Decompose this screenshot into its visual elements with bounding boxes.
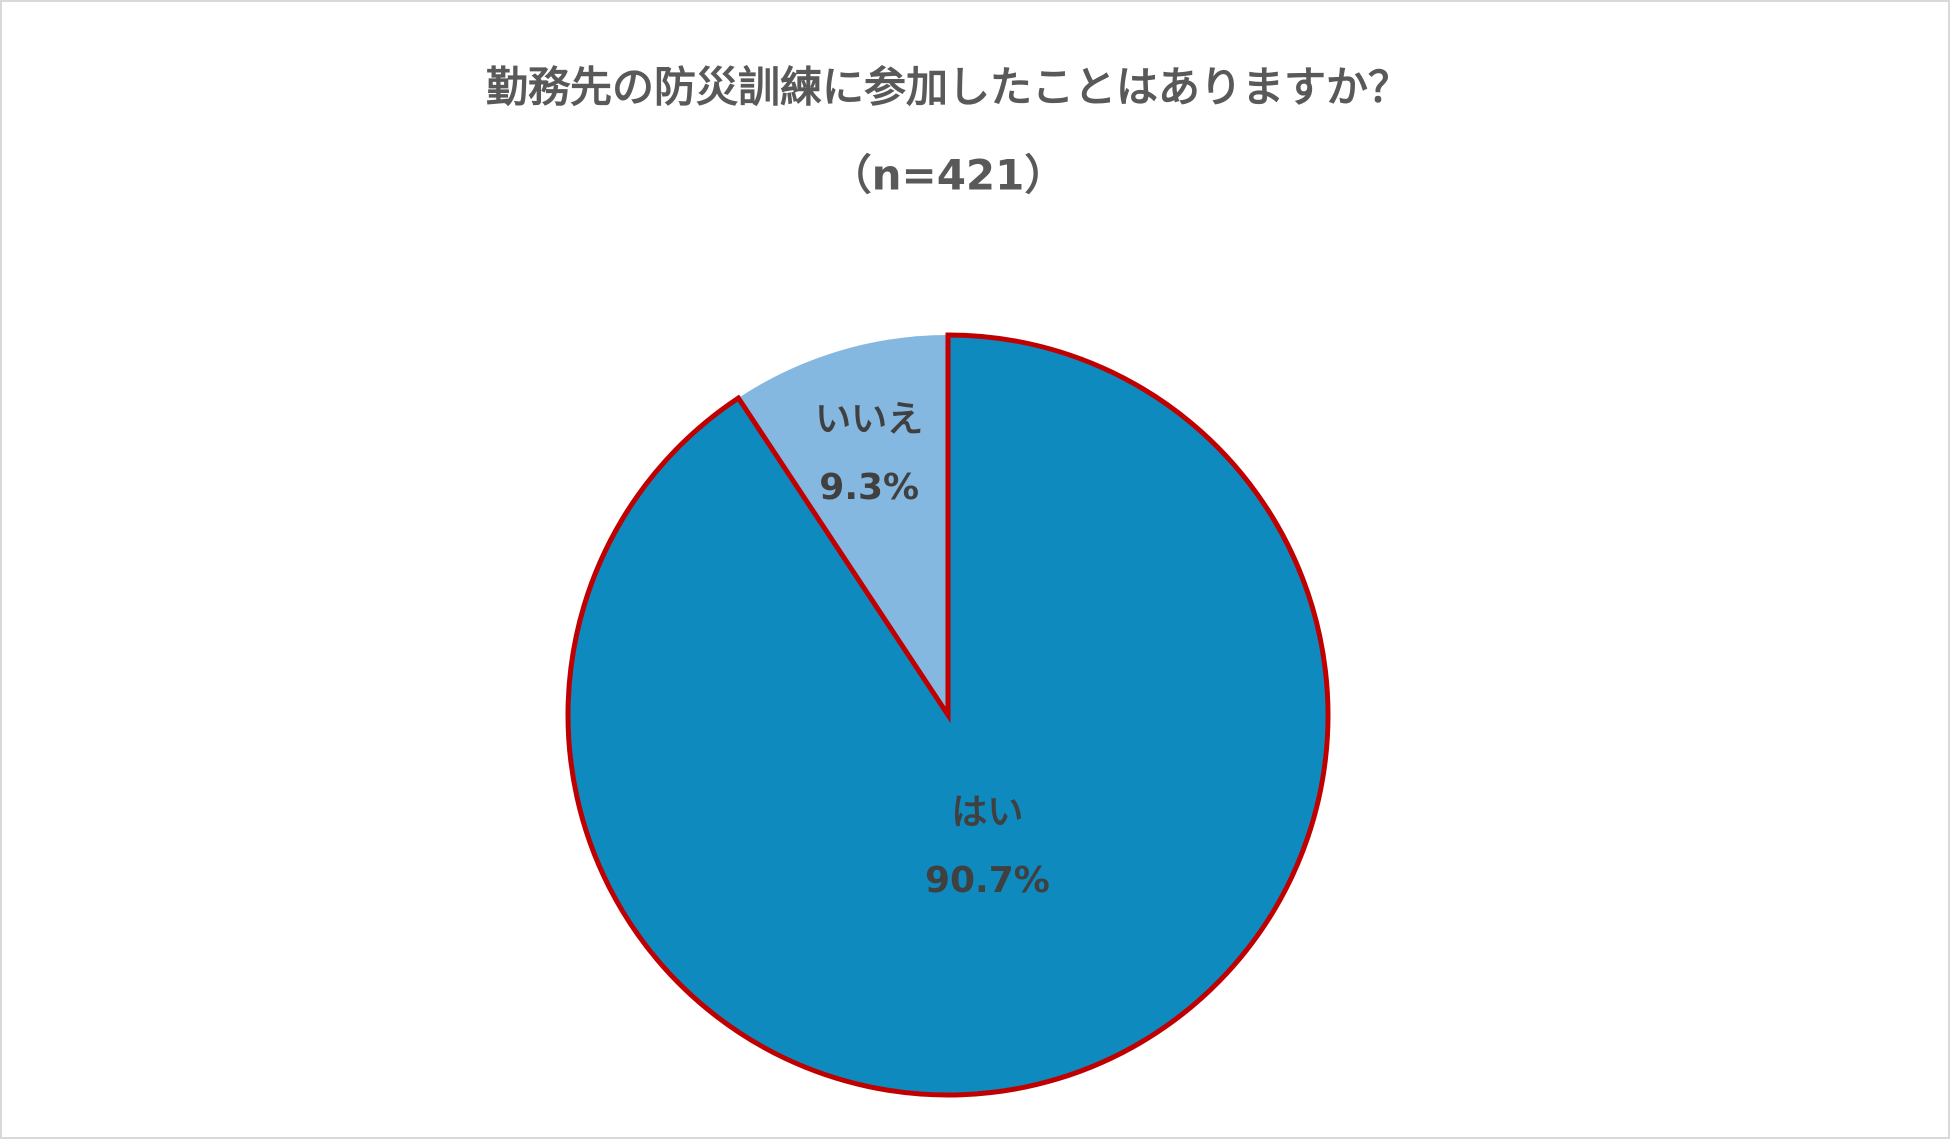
- slice-value-label: 90.7%: [925, 860, 1050, 901]
- chart-subtitle: （n=421）: [830, 151, 1067, 200]
- slice-category-label: いいえ: [815, 399, 923, 440]
- pie-slice: [738, 335, 948, 715]
- slice-value-label: 9.3%: [819, 467, 919, 508]
- pie-slice: [565, 332, 1331, 1098]
- slice-category-label: はい: [951, 792, 1023, 833]
- chart-title: 勤務先の防災訓練に参加したことはありますか？: [486, 63, 1410, 112]
